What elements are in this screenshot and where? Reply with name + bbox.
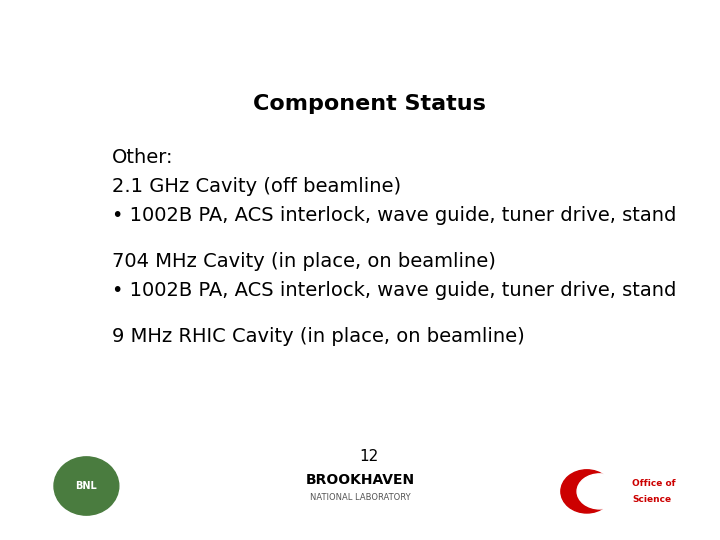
Text: BROOKHAVEN: BROOKHAVEN <box>305 473 415 487</box>
Text: 2.1 GHz Cavity (off beamline): 2.1 GHz Cavity (off beamline) <box>112 177 402 196</box>
Ellipse shape <box>561 470 613 513</box>
Text: • 1002B PA, ACS interlock, wave guide, tuner drive, stand: • 1002B PA, ACS interlock, wave guide, t… <box>112 281 677 300</box>
Text: Component Status: Component Status <box>253 94 485 114</box>
Text: BNL: BNL <box>76 481 97 491</box>
Text: • 1002B PA, ACS interlock, wave guide, tuner drive, stand: • 1002B PA, ACS interlock, wave guide, t… <box>112 206 677 225</box>
Text: Other:: Other: <box>112 148 174 167</box>
Text: Science: Science <box>632 495 671 504</box>
Circle shape <box>54 457 119 515</box>
Text: Office of: Office of <box>632 479 676 488</box>
Text: NATIONAL LABORATORY: NATIONAL LABORATORY <box>310 493 410 502</box>
Ellipse shape <box>577 474 623 509</box>
Text: 9 MHz RHIC Cavity (in place, on beamline): 9 MHz RHIC Cavity (in place, on beamline… <box>112 327 525 346</box>
Text: 704 MHz Cavity (in place, on beamline): 704 MHz Cavity (in place, on beamline) <box>112 252 496 271</box>
Text: 12: 12 <box>359 449 379 464</box>
